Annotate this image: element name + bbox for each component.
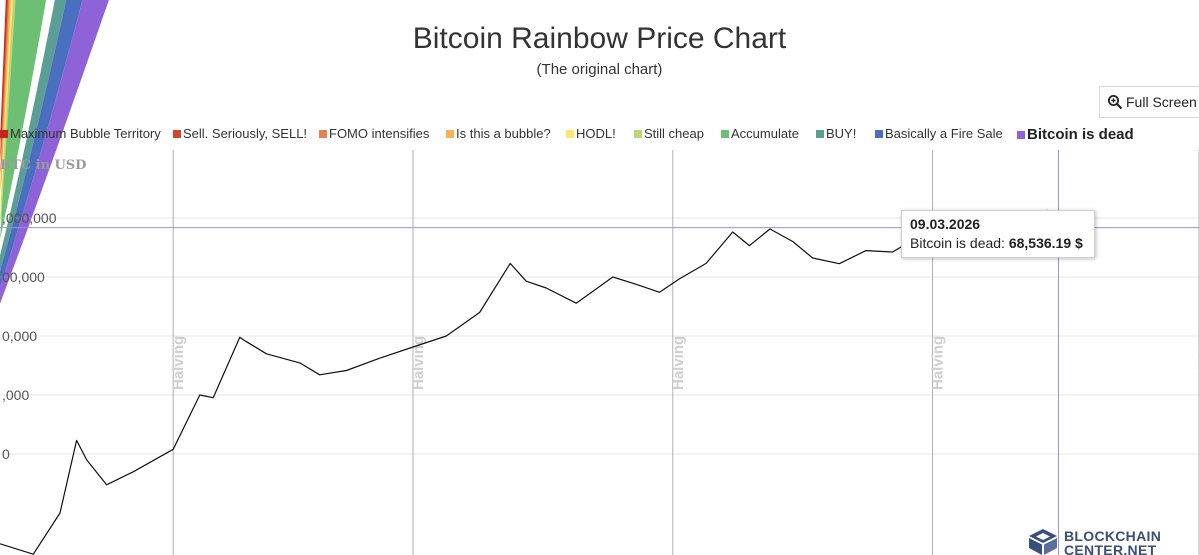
legend-swatch xyxy=(816,129,824,138)
legend-item[interactable]: HODL! xyxy=(566,126,616,141)
halving-label: Halving xyxy=(170,336,187,390)
legend-swatch xyxy=(0,129,8,138)
legend-swatch xyxy=(875,129,883,138)
y-tick-label: 0,000 xyxy=(2,328,37,344)
legend-swatch xyxy=(634,129,642,138)
legend-label: Bitcoin is dead xyxy=(1027,126,1134,143)
chart-subtitle: (The original chart) xyxy=(536,61,663,78)
tooltip-value: 68,536.19 $ xyxy=(1008,235,1083,251)
y-tick-label: ,000,000 xyxy=(2,210,57,226)
legend-label: Basically a Fire Sale xyxy=(885,126,1003,141)
legend-label: FOMO intensifies xyxy=(329,126,430,141)
halving-label: Halving xyxy=(410,336,427,390)
y-tick-label: ,000 xyxy=(2,387,29,403)
cube-logo-icon xyxy=(1029,529,1057,555)
legend-item[interactable]: Is this a bubble? xyxy=(446,126,551,141)
y-tick-label: 00,000 xyxy=(2,269,45,285)
legend-swatch xyxy=(319,129,327,138)
halving-markers: Halving Halving Halving Halving Halving xyxy=(170,150,1199,555)
legend-swatch xyxy=(1017,130,1025,139)
blockchaincenter-logo: BLOCKCHAIN CENTER.NET xyxy=(1026,527,1199,555)
legend-label: Maximum Bubble Territory xyxy=(10,126,161,141)
legend-item[interactable]: Accumulate xyxy=(721,126,799,141)
full-screen-label: Full Screen xyxy=(1126,94,1197,110)
legend-swatch xyxy=(721,129,729,138)
legend-item[interactable]: Still cheap xyxy=(634,126,704,141)
legend-label: HODL! xyxy=(576,126,616,141)
band-accumulate xyxy=(0,0,47,240)
tooltip-date: 09.03.2026 xyxy=(910,216,981,232)
band-buy xyxy=(0,0,67,272)
halving-label: Halving xyxy=(1196,336,1199,390)
legend-label: Accumulate xyxy=(731,126,799,141)
zoom-icon xyxy=(1108,95,1123,110)
chart-title: Bitcoin Rainbow Price Chart xyxy=(412,22,787,55)
legend-label: Is this a bubble? xyxy=(456,126,551,141)
halving-label: Halving xyxy=(930,336,947,390)
legend-swatch xyxy=(173,129,181,138)
legend-label: Still cheap xyxy=(644,126,704,141)
band-basically-a-fire-sale xyxy=(0,0,83,288)
legend: Maximum Bubble Territory Sell. Seriously,… xyxy=(0,126,1199,146)
legend-swatch xyxy=(446,129,454,138)
legend-item[interactable]: Bitcoin is dead xyxy=(1017,126,1134,143)
legend-item[interactable]: BUY! xyxy=(816,126,856,141)
y-tick-label: 0 xyxy=(2,446,10,462)
logo-text-line2: CENTER.NET xyxy=(1064,542,1157,555)
legend-item[interactable]: Maximum Bubble Territory xyxy=(0,126,161,141)
legend-swatch xyxy=(566,129,574,138)
halving-label: Halving xyxy=(670,336,687,390)
btc-price-line xyxy=(0,213,1059,555)
price-tooltip: 09.03.2026 Bitcoin is dead: 68,536.19 $ xyxy=(901,210,1095,258)
logo-text-line1: BLOCKCHAIN xyxy=(1064,528,1162,544)
price-series xyxy=(0,213,1059,555)
legend-item[interactable]: FOMO intensifies xyxy=(319,126,429,141)
tooltip-series-label: Bitcoin is dead: xyxy=(910,235,1005,251)
legend-label: Sell. Seriously, SELL! xyxy=(183,126,308,141)
legend-item[interactable]: Basically a Fire Sale xyxy=(875,126,1003,141)
full-screen-button[interactable]: Full Screen xyxy=(1099,86,1199,118)
legend-item[interactable]: Sell. Seriously, SELL! xyxy=(173,126,307,141)
y-axis-label: BTC in USD xyxy=(0,158,86,173)
legend-label: BUY! xyxy=(826,126,857,141)
